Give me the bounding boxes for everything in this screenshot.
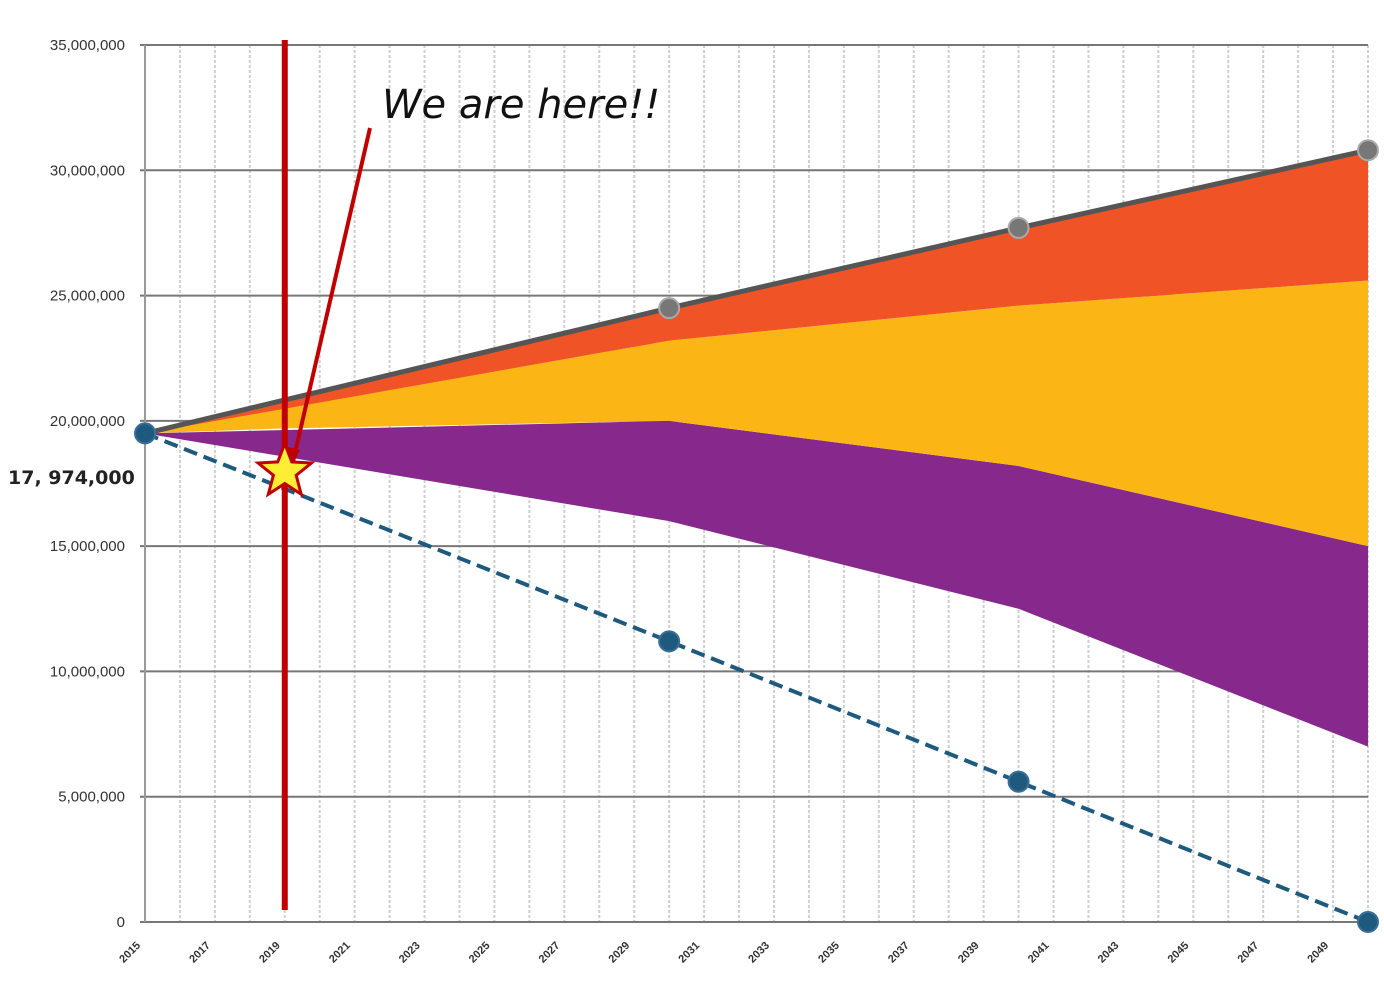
area-series xyxy=(145,150,1368,747)
x-tick-label: 2025 xyxy=(467,940,493,966)
data-point xyxy=(658,297,681,320)
data-point xyxy=(658,630,681,653)
y-tick-label: 25,000,000 xyxy=(50,288,125,305)
star-marker xyxy=(254,439,316,498)
annotation: We are here!! xyxy=(284,82,660,470)
series-line xyxy=(144,147,1369,436)
current-marker: 17, 974,000 xyxy=(8,439,316,498)
x-axis-ticks: 2015 2017 2019 2021 2023 2025 2027 2029 2031 2033… xyxy=(117,940,1331,966)
x-tick-label: 2035 xyxy=(816,940,842,966)
x-tick-label: 2043 xyxy=(1096,940,1122,966)
y-tick-label: 10,000,000 xyxy=(50,663,125,680)
y-tick-label: 15,000,000 xyxy=(50,538,125,555)
x-tick-label: 2031 xyxy=(676,940,702,966)
y-tick-label: 20,000,000 xyxy=(50,413,125,430)
x-tick-label: 2023 xyxy=(397,940,423,966)
x-tick-label: 2047 xyxy=(1235,940,1261,966)
x-tick-label: 2019 xyxy=(257,940,283,966)
series-line xyxy=(144,431,1369,924)
marker-label: 17, 974,000 xyxy=(8,467,135,489)
data-point xyxy=(1007,216,1030,239)
annotation-arrow xyxy=(290,127,372,467)
x-tick-label: 2039 xyxy=(956,940,982,966)
area-band xyxy=(145,280,1368,547)
x-tick-label: 2017 xyxy=(187,940,213,966)
x-tick-label: 2049 xyxy=(1305,940,1331,966)
y-tick-label: 35,000,000 xyxy=(50,37,125,54)
x-tick-label: 2033 xyxy=(746,940,772,966)
x-tick-label: 2027 xyxy=(537,940,563,966)
annotation-text: We are here!! xyxy=(382,82,660,128)
x-tick-label: 2037 xyxy=(886,940,912,966)
data-point xyxy=(134,422,156,445)
x-tick-label: 2029 xyxy=(607,940,633,966)
data-points xyxy=(134,139,1379,933)
x-tick-label: 2045 xyxy=(1166,940,1192,966)
data-point xyxy=(1007,770,1030,793)
x-tick-label: 2041 xyxy=(1026,940,1052,966)
y-tick-label: 5,000,000 xyxy=(58,789,125,806)
data-point xyxy=(1357,911,1379,933)
data-point xyxy=(1357,139,1379,162)
line-series xyxy=(144,147,1369,924)
y-tick-label: 0 xyxy=(117,914,125,931)
x-tick-label: 2021 xyxy=(327,940,353,966)
y-axis-ticks: 35,000,000 30,000,000 25,000,000 20,000,000… xyxy=(50,37,125,931)
y-tick-label: 30,000,000 xyxy=(50,162,125,179)
area-band xyxy=(145,420,1368,747)
x-tick-label: 2015 xyxy=(117,940,143,966)
